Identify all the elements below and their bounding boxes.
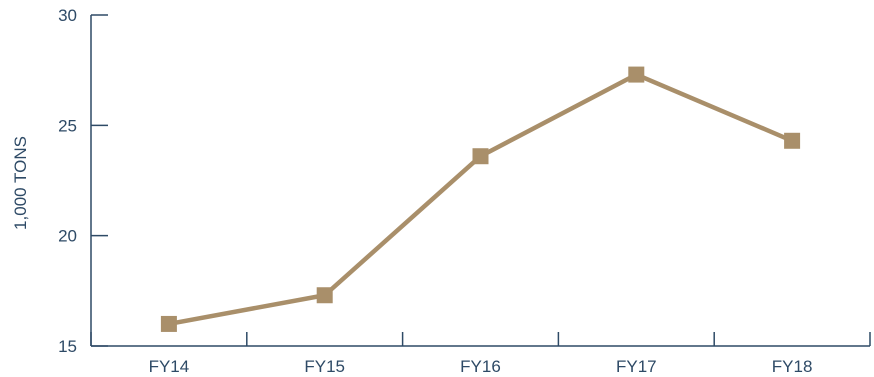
y-tick-label: 20 bbox=[58, 227, 77, 246]
y-tick-label: 25 bbox=[58, 116, 77, 135]
x-tick-label: FY14 bbox=[149, 357, 190, 376]
x-tick-label: FY15 bbox=[304, 357, 345, 376]
x-tick-label: FY18 bbox=[772, 357, 813, 376]
y-axis-title: 1,000 TONS bbox=[11, 136, 30, 230]
y-tick-label: 15 bbox=[58, 337, 77, 356]
data-point-marker bbox=[316, 287, 333, 304]
x-tick-label: FY17 bbox=[616, 357, 657, 376]
data-point-marker bbox=[160, 315, 177, 332]
series-layer bbox=[160, 66, 801, 332]
data-point-marker bbox=[472, 148, 489, 165]
data-point-marker bbox=[628, 66, 645, 83]
data-point-marker bbox=[784, 132, 801, 149]
x-tick-label: FY16 bbox=[460, 357, 501, 376]
x-axis: FY14 FY15 FY16 FY17 FY18 bbox=[90, 332, 871, 376]
y-tick-label: 30 bbox=[58, 6, 77, 25]
series-line bbox=[166, 72, 795, 327]
y-axis: 15 20 25 30 bbox=[58, 6, 108, 356]
